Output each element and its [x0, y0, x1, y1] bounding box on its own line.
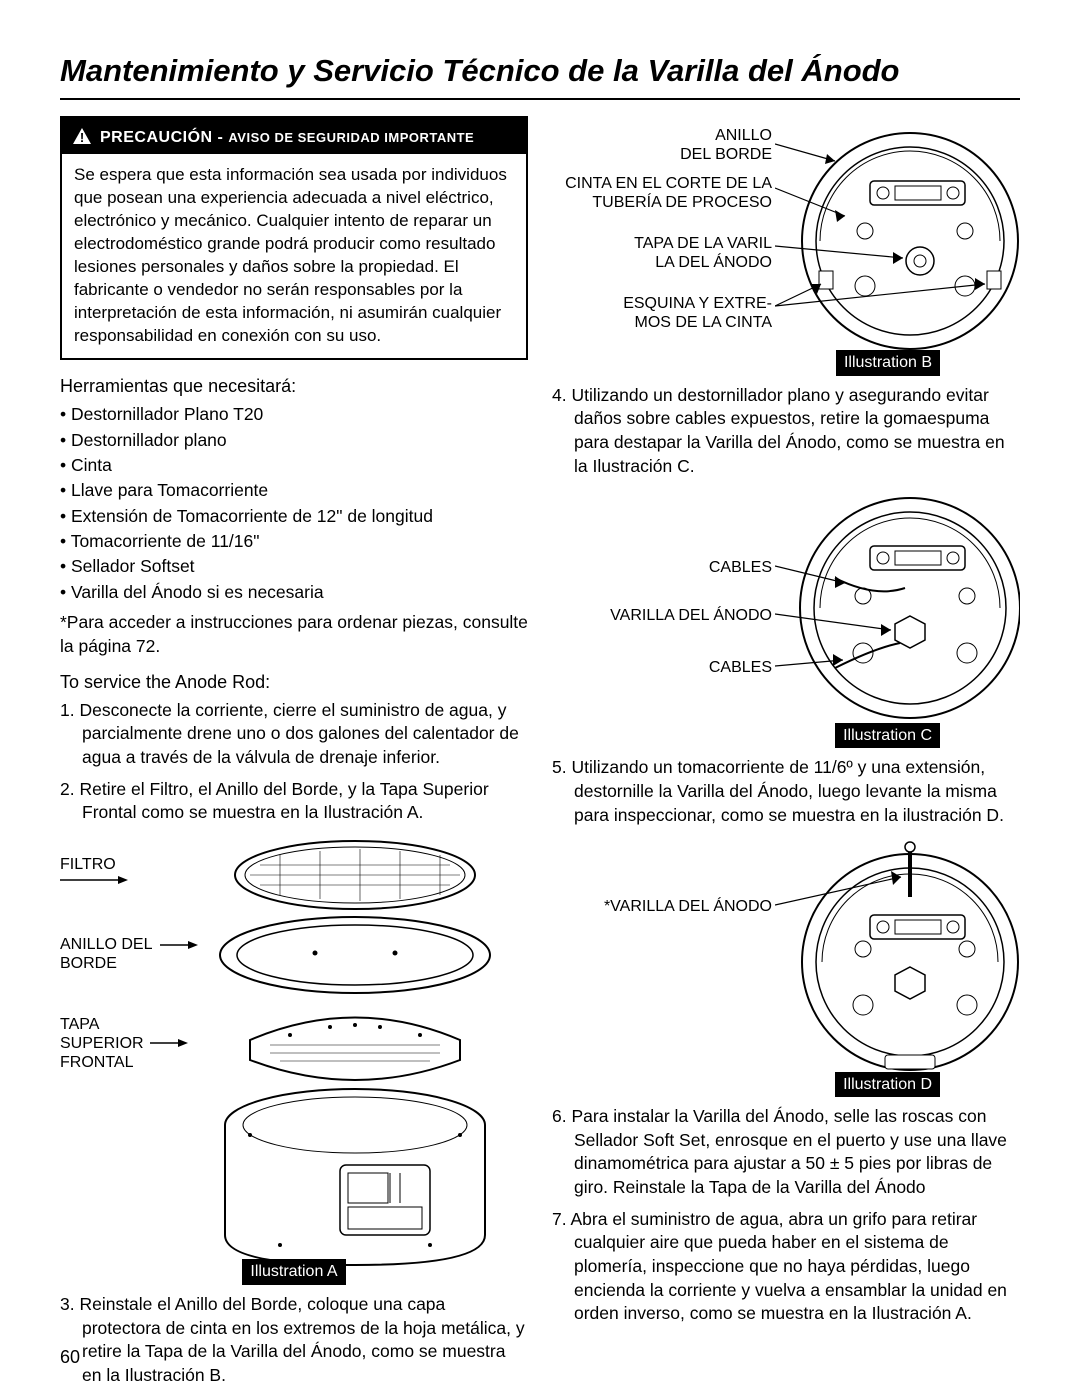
list-item: Destornillador Plano T20	[60, 402, 528, 427]
steps-list-left: 1. Desconecte la corriente, cierre el su…	[60, 699, 528, 825]
step-7: 7. Abra el suministro de agua, abra un g…	[552, 1208, 1020, 1326]
label-d-varilla: *VARILLA DEL ÁNODO	[604, 897, 772, 916]
list-item: Varilla del Ánodo si es necesaria	[60, 580, 528, 605]
step-2: 2. Retire el Filtro, el Anillo del Borde…	[60, 778, 528, 825]
steps-list-left-2: 3. Reinstale el Anillo del Borde, coloqu…	[60, 1293, 528, 1388]
step-5: 5. Utilizando un tomacorriente de 11/6º …	[552, 756, 1020, 827]
illustration-a: FILTRO ANILLO DELBORDE TAPASUPERIORFRONT…	[60, 835, 528, 1285]
svg-text:!: !	[80, 130, 84, 145]
tools-list: Destornillador Plano T20 Destornillador …	[60, 402, 528, 605]
illustration-a-svg	[190, 835, 520, 1275]
list-item: Tomacorriente de 11/16"	[60, 529, 528, 554]
list-item: Sellador Softset	[60, 554, 528, 579]
label-filtro: FILTRO	[60, 855, 130, 886]
tools-heading: Herramientas que necesitará:	[60, 374, 528, 398]
step-1: 1. Desconecte la corriente, cierre el su…	[60, 699, 528, 770]
label-anillo-borde: ANILLO DELBORDE	[60, 935, 170, 973]
label-c-cables2: CABLES	[709, 658, 772, 677]
list-item: Destornillador plano	[60, 428, 528, 453]
list-item: Llave para Tomacorriente	[60, 478, 528, 503]
label-b-tapa: TAPA DE LA VARILLA DEL ÁNODO	[572, 234, 772, 272]
caution-body: Se espera que esta información sea usada…	[62, 154, 526, 358]
label-b-esquina: ESQUINA Y EXTRE-MOS DE LA CINTA	[572, 294, 772, 332]
label-b-anillo: ANILLODEL BORDE	[572, 126, 772, 164]
warning-triangle-icon: !	[72, 127, 92, 145]
right-column: ANILLODEL BORDE CINTA EN EL CORTE DE LAT…	[552, 116, 1020, 1396]
label-tapa-superior: TAPASUPERIORFRONTAL	[60, 1015, 170, 1073]
steps-list-right-1: 4. Utilizando un destornillador plano y …	[552, 384, 1020, 479]
caution-sublabel: AVISO DE SEGURIDAD IMPORTANTE	[228, 130, 474, 145]
illustration-b-tag: Illustration B	[836, 350, 940, 376]
illustration-a-tag: Illustration A	[242, 1259, 345, 1285]
illustration-b-svg	[775, 126, 1020, 356]
label-b-cinta: CINTA EN EL CORTE DE LATUBERÍA DE PROCES…	[542, 174, 772, 212]
illustration-c: CABLES VARILLA DEL ÁNODO CABLES Illus	[552, 488, 1020, 748]
illustration-d: *VARILLA DEL ÁNODO Illustration D	[552, 837, 1020, 1097]
list-item: Extensión de Tomacorriente de 12" de lon…	[60, 504, 528, 529]
service-heading: To service the Anode Rod:	[60, 670, 528, 694]
illustration-d-tag: Illustration D	[835, 1072, 940, 1098]
caution-box: ! PRECAUCIÓN - AVISO DE SEGURIDAD IMPORT…	[60, 116, 528, 360]
caution-header: ! PRECAUCIÓN - AVISO DE SEGURIDAD IMPORT…	[62, 118, 526, 155]
caution-label: PRECAUCIÓN -	[100, 129, 223, 146]
left-column: ! PRECAUCIÓN - AVISO DE SEGURIDAD IMPORT…	[60, 116, 528, 1396]
label-c-cables1: CABLES	[709, 558, 772, 577]
illustration-b: ANILLODEL BORDE CINTA EN EL CORTE DE LAT…	[552, 126, 1020, 376]
step-3: 3. Reinstale el Anillo del Borde, coloqu…	[60, 1293, 528, 1388]
illustration-d-svg	[775, 837, 1020, 1077]
steps-list-right-2: 5. Utilizando un tomacorriente de 11/6º …	[552, 756, 1020, 827]
steps-list-right-3: 6. Para instalar la Varilla del Ánodo, s…	[552, 1105, 1020, 1326]
illustration-c-svg	[775, 488, 1020, 728]
step-6: 6. Para instalar la Varilla del Ánodo, s…	[552, 1105, 1020, 1200]
step-4: 4. Utilizando un destornillador plano y …	[552, 384, 1020, 479]
page-title: Mantenimiento y Servicio Técnico de la V…	[60, 50, 1020, 100]
list-item: Cinta	[60, 453, 528, 478]
tools-footnote: *Para acceder a instrucciones para orden…	[60, 611, 528, 658]
page-number: 60	[60, 1345, 80, 1369]
illustration-c-tag: Illustration C	[835, 723, 940, 749]
label-c-varilla: VARILLA DEL ÁNODO	[610, 606, 772, 625]
